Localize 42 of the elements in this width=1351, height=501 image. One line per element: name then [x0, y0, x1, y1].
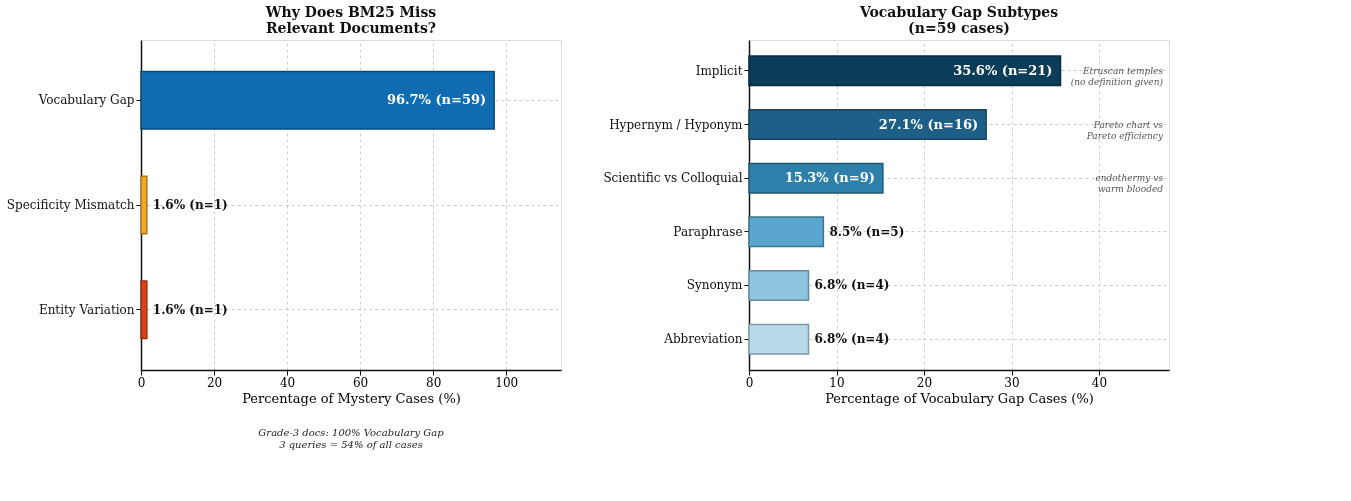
data-label: 96.7% (n=59) — [386, 92, 487, 108]
x-tick-label: 40 — [1091, 375, 1108, 390]
text: Grade-3 docs: 100% Vocabulary Gap 3 queries = 54% of all cases — [258, 427, 445, 450]
x-axis-title: Percentage of Mystery Cases (%) — [242, 390, 461, 406]
y-tick-label: Scientific vs Colloquial — [603, 171, 743, 186]
x-tick-label: 100 — [495, 375, 519, 390]
y-tick-label: Specificity Mismatch — [6, 198, 135, 212]
data-label: 15.3% (n=9) — [784, 170, 875, 186]
data-label: 8.5% (n=5) — [829, 224, 905, 239]
x-tick-label: 60 — [352, 375, 369, 390]
chart-title: Why Does BM25 Miss Relevant Documents? — [264, 4, 437, 36]
annotation: Pareto chart vs Pareto efficiency — [1085, 119, 1164, 141]
y-tick-label: Vocabulary Gap — [37, 93, 135, 108]
x-tick-label: 40 — [279, 375, 296, 390]
data-label: 27.1% (n=16) — [878, 116, 979, 132]
x-tick-label: 10 — [829, 375, 845, 390]
data-label: 1.6% (n=1) — [152, 302, 228, 317]
x-tick-label: 20 — [206, 375, 223, 390]
y-tick-label: Entity Variation — [38, 302, 135, 317]
x-tick-label: 0 — [137, 375, 146, 390]
x-tick-label: 30 — [1004, 375, 1020, 390]
annotation: Etruscan temples (no definition given) — [1070, 65, 1164, 87]
data-label: 6.8% (n=4) — [814, 332, 890, 347]
data-label: 1.6% (n=1) — [152, 198, 228, 212]
bar — [748, 55, 1062, 87]
x-axis-title: Percentage of Vocabulary Gap Cases (%) — [825, 390, 1094, 406]
bar — [748, 109, 987, 141]
bar — [748, 216, 825, 248]
x-tick-label: 80 — [426, 375, 442, 390]
x-tick-label: 20 — [916, 375, 933, 390]
y-tick-label: Synonym — [686, 278, 744, 293]
y-tick-label: Implicit — [695, 63, 743, 78]
y-tick-label: Abbreviation — [663, 332, 743, 347]
x-tick-label: 0 — [745, 375, 754, 390]
y-tick-label: Paraphrase — [673, 224, 743, 239]
y-tick-label: Hypernym / Hyponym — [609, 117, 744, 132]
data-label: 35.6% (n=21) — [953, 62, 1053, 78]
chart-title: Vocabulary Gap Subtypes (n=59 cases) — [858, 4, 1059, 36]
bar — [748, 269, 810, 301]
annotation: endothermy vs warm blooded — [1095, 173, 1164, 195]
data-label: 6.8% (n=4) — [814, 278, 890, 293]
bar — [748, 323, 810, 355]
